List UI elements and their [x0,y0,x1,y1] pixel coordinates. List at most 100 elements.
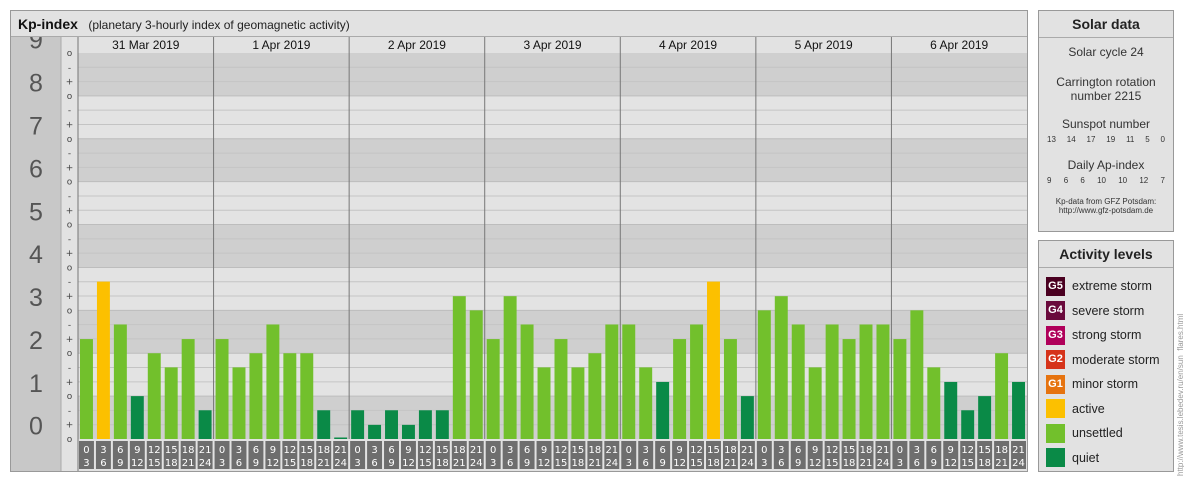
interval-end-label: 21 [995,458,1008,469]
solar-data-panel: Solar data Solar cycle 24 Carrington rot… [1038,10,1174,232]
interval-box [282,441,298,469]
interval-box [892,441,908,469]
interval-box [248,441,264,469]
interval-box [112,441,128,469]
interval-end-label: 18 [572,458,585,469]
interval-start-label: 18 [588,445,601,456]
interval-start-label: 12 [961,445,974,456]
y-major-label: 6 [29,155,43,183]
interval-start-label: 3 [643,445,649,456]
interval-box [316,441,332,469]
interval-start-label: 21 [334,445,347,456]
kp-bar [927,367,941,439]
level-label: severe storm [1072,303,1145,318]
kp-bar [808,367,822,439]
y-minor-label: - [68,278,71,288]
interval-box [519,441,535,469]
interval-end-label: 9 [931,458,937,469]
interval-end-label: 12 [538,458,551,469]
day-label: 4 Apr 2019 [659,38,717,52]
y-minor-label: - [68,235,71,245]
interval-box [400,441,416,469]
interval-start-label: 3 [914,445,920,456]
interval-end-label: 24 [199,458,212,469]
y-minor-label: o [67,178,73,188]
interval-box [790,441,806,469]
interval-box [858,441,874,469]
kp-bar [385,410,398,439]
ap-value: 12 [1139,176,1149,185]
interval-box [689,441,705,469]
interval-start-label: 15 [978,445,991,456]
y-minor-label: + [66,163,74,173]
credit-text: http://www.tesis.lebedev.ru/en/sun_flare… [1176,313,1184,476]
kp-bar [266,324,280,439]
interval-start-label: 21 [199,445,212,456]
interval-box [722,441,738,469]
ap-value: 6 [1063,176,1069,185]
kp-bar [1012,381,1025,439]
kp-bar [791,324,805,439]
interval-end-label: 18 [707,458,720,469]
ap-value: 7 [1160,176,1165,185]
kp-bar [690,324,704,439]
interval-end-label: 24 [334,458,347,469]
interval-end-label: 21 [453,458,466,469]
interval-end-label: 24 [1012,458,1025,469]
kp-bar [554,339,568,439]
interval-box [333,441,349,469]
interval-end-label: 12 [809,458,822,469]
interval-end-label: 24 [877,458,890,469]
interval-box [417,441,433,469]
ap-value: 6 [1080,176,1085,185]
interval-start-label: 9 [676,445,682,456]
interval-end-label: 12 [402,458,415,469]
kp-bar [859,324,873,439]
y-major-label: 8 [29,70,43,98]
kp-bar [147,353,161,439]
interval-box [468,441,484,469]
kp-bar [232,367,246,439]
activity-level-severe-storm: G4 severe storm [1039,299,1173,324]
activity-level-active: active [1039,397,1173,422]
kp-bar [130,396,144,439]
interval-start-label: 15 [843,445,856,456]
kp-bar [707,281,720,439]
interval-end-label: 15 [555,458,568,469]
y-minor-label: - [68,321,71,331]
ap-value: 10 [1118,176,1128,185]
interval-box [756,441,772,469]
level-swatch [1046,423,1065,443]
y-minor-label: o [67,435,73,445]
kp-bar [418,410,432,439]
activity-levels-panel: Activity levels G5 extreme storm G4 severe … [1038,240,1174,472]
data-source-link[interactable]: http://www.gfz-potsdam.de [1058,206,1154,215]
interval-box [299,441,315,469]
interval-end-label: 6 [778,458,784,469]
interval-start-label: 0 [626,445,632,456]
data-source-line-1: Kp-data from GFZ Potsdam: [1055,197,1157,206]
interval-box [841,441,857,469]
interval-start-label: 15 [165,445,178,456]
day-label: 6 Apr 2019 [930,38,988,52]
interval-end-label: 21 [724,458,737,469]
interval-end-label: 3 [490,458,496,469]
kp-band [78,224,1027,268]
interval-box [875,441,891,469]
interval-start-label: 6 [117,445,123,456]
interval-box [95,441,111,469]
interval-end-label: 15 [283,458,296,469]
kp-bar [842,339,856,439]
interval-box [231,441,247,469]
interval-start-label: 9 [405,445,411,456]
y-minor-label: + [66,292,74,302]
interval-end-label: 12 [267,458,280,469]
y-minor-label: o [67,135,73,145]
interval-end-label: 15 [961,458,974,469]
chart-header: Kp-index (planetary 3-hourly index of ge… [11,11,1027,37]
kp-bar [571,367,585,439]
kp-bar [198,410,212,439]
interval-end-label: 9 [388,458,394,469]
interval-start-label: 12 [419,445,432,456]
interval-start-label: 21 [741,445,754,456]
